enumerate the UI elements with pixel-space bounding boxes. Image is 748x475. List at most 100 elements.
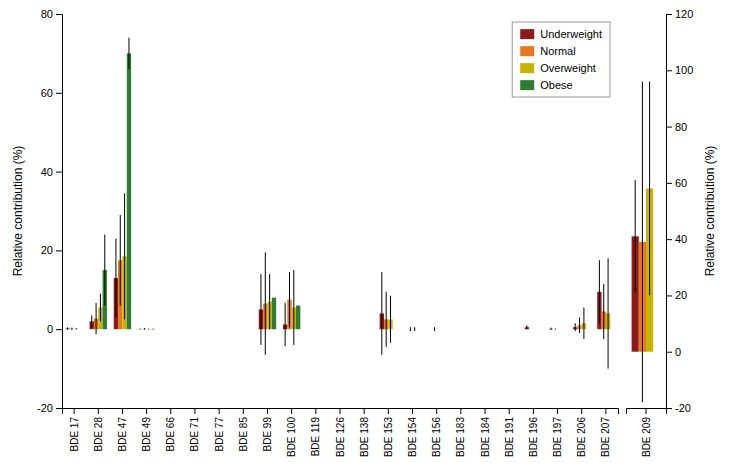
tick-label: 80: [41, 8, 53, 20]
tick: 20: [666, 289, 687, 301]
bar: [70, 328, 74, 329]
tick: 0: [666, 346, 681, 358]
bar: [195, 329, 199, 330]
legend-item: Overweight: [520, 62, 596, 74]
bar: [360, 329, 364, 330]
tick: -20: [37, 402, 62, 414]
tick-label: 60: [41, 87, 53, 99]
error-bar: [100, 294, 101, 322]
error-bars: [105, 38, 298, 330]
tick-mark: [291, 408, 292, 414]
tick-mark: [56, 329, 62, 330]
tick: BDE 100: [286, 408, 297, 457]
error-bar: [414, 327, 415, 331]
bar: [533, 329, 537, 330]
error-bars: [642, 82, 643, 403]
error-bar: [289, 272, 290, 327]
bar: [509, 329, 513, 330]
tick-mark: [243, 408, 244, 414]
tick: BDE 184: [480, 408, 491, 457]
bar: [127, 53, 131, 329]
bar: [610, 329, 614, 330]
tick: 120: [666, 8, 693, 20]
tick-mark: [98, 408, 99, 414]
tick-mark: [56, 93, 62, 94]
bar: [476, 329, 480, 330]
tick-mark: [388, 408, 389, 414]
tick: 80: [666, 121, 687, 133]
bar: [549, 328, 553, 329]
bar: [461, 329, 465, 330]
tick: BDE 207: [600, 408, 611, 457]
tick-label: BDE 154: [407, 417, 418, 457]
error-bar: [140, 328, 141, 330]
tick: BDE 206: [576, 408, 587, 457]
tick: BDE 49: [141, 408, 152, 451]
tick: BDE 209: [641, 408, 652, 457]
bar: [457, 329, 461, 330]
tick-label: BDE 99: [262, 417, 273, 452]
tick: BDE 197: [552, 408, 563, 457]
bar: [501, 329, 505, 330]
legend-item: Underweight: [520, 28, 602, 40]
tick-mark: [56, 408, 62, 409]
error-bar: [555, 328, 556, 330]
bar: [248, 329, 252, 330]
bar: [485, 329, 489, 330]
tick: BDE 126: [335, 408, 346, 457]
tick-label: 0: [47, 323, 53, 335]
bar: [586, 329, 590, 330]
tick: -20: [666, 402, 691, 414]
y-axis: -20020406080: [37, 8, 62, 414]
tick-mark: [74, 408, 75, 414]
tick: BDE 196: [528, 408, 539, 457]
bar-series: [65, 278, 601, 329]
error-bar: [603, 284, 604, 339]
error-bar: [269, 274, 270, 329]
error-bar: [390, 296, 391, 343]
tick-mark: [364, 408, 365, 414]
bar: [78, 329, 82, 330]
tick-label: 20: [41, 244, 53, 256]
tick: BDE 99: [262, 408, 273, 451]
tick-mark: [666, 352, 672, 353]
legend-item: Normal: [520, 45, 575, 57]
error-bar: [410, 327, 411, 331]
error-bar: [76, 328, 77, 329]
tick-label: 100: [675, 64, 693, 76]
tick-label: 20: [675, 289, 687, 301]
tick-mark: [485, 408, 486, 414]
tick: BDE 47: [117, 408, 128, 451]
tick: BDE 191: [504, 408, 515, 457]
error-bar: [91, 315, 92, 327]
tick-label: BDE 207: [600, 417, 611, 457]
tick: BDE 66: [165, 408, 176, 451]
legend: UnderweightNormalOverweightObese: [512, 22, 610, 97]
bar: [344, 329, 348, 330]
legend-swatch: [520, 63, 534, 73]
tick: BDE 17: [69, 408, 80, 451]
error-bar: [144, 328, 145, 330]
bar-series: [70, 260, 606, 329]
tick: 20: [41, 244, 62, 256]
tick: BDE 77: [214, 408, 225, 451]
tick-mark: [340, 408, 341, 414]
axis-line: [63, 409, 619, 415]
bar: [653, 351, 660, 352]
panel: -20020406080BDE 17BDE 28BDE 47BDE 49BDE …: [11, 8, 618, 457]
tick: 100: [666, 64, 693, 76]
tick: BDE 85: [238, 408, 249, 451]
tick-label: BDE 119: [310, 417, 321, 457]
error-bar: [608, 258, 609, 368]
tick-mark: [646, 408, 647, 414]
bar: [272, 298, 276, 330]
tick-label: BDE 17: [69, 417, 80, 452]
bar: [529, 329, 533, 330]
axis-title: Relative contribution (%): [703, 146, 717, 277]
y-axis: -20020406080100120: [666, 8, 693, 414]
bar: [65, 328, 69, 330]
axis-line: [56, 15, 63, 409]
error-bar: [265, 252, 266, 354]
error-bar: [293, 270, 294, 345]
tick: 40: [666, 233, 687, 245]
